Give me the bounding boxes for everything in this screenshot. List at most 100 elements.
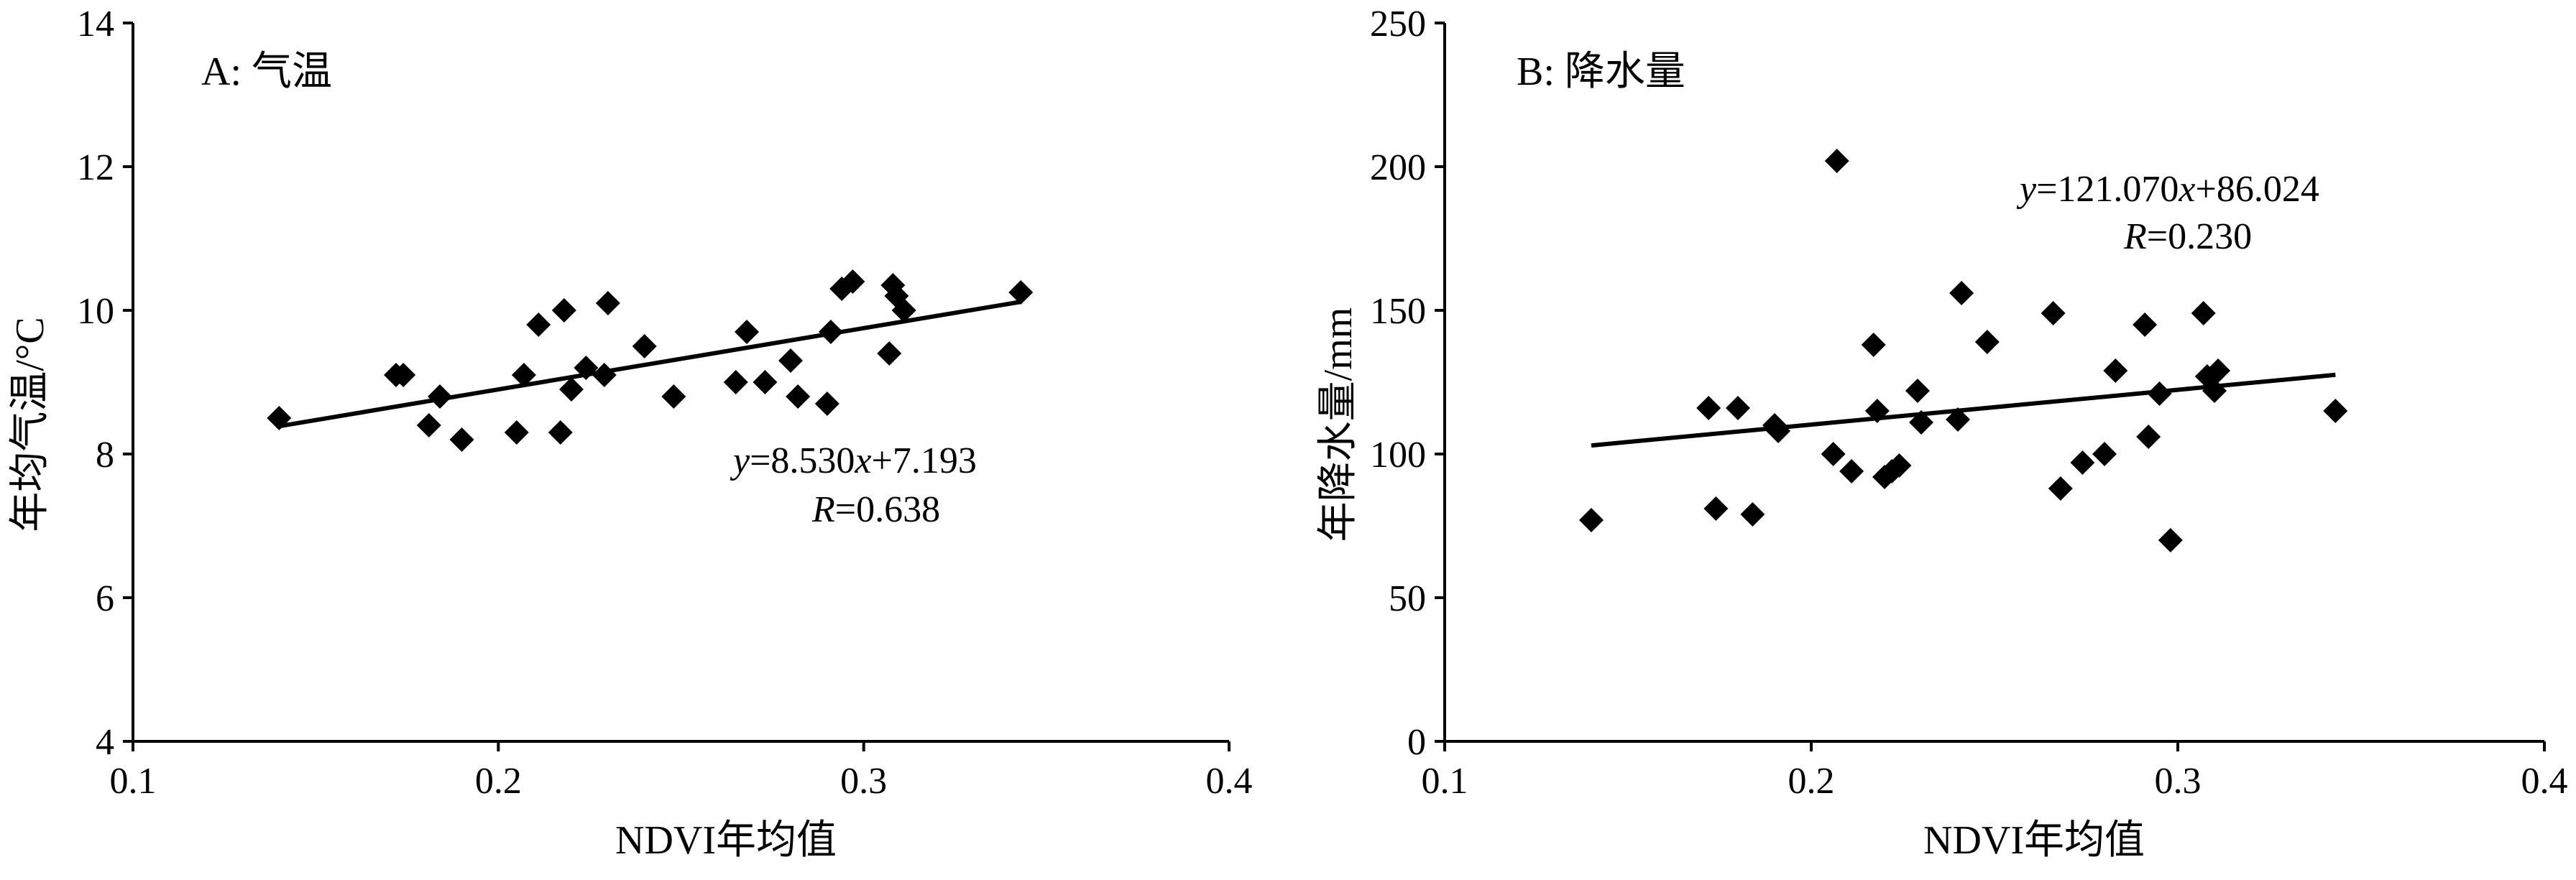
- correlation-coefficient: R=0.230: [2123, 216, 2252, 257]
- data-point: [814, 392, 840, 416]
- data-point: [574, 356, 599, 380]
- r-value: =0.638: [835, 489, 940, 530]
- data-point: [786, 384, 811, 409]
- data-point: [1949, 281, 1974, 305]
- y-tick-label: 6: [96, 578, 114, 619]
- eq-x: x: [2178, 169, 2195, 210]
- data-point: [1839, 459, 1864, 483]
- data-point: [1861, 333, 1886, 357]
- eq-intercept: +86.024: [2196, 169, 2319, 210]
- data-point: [2041, 301, 2066, 325]
- data-point: [526, 312, 551, 337]
- data-point: [449, 427, 474, 452]
- r-symbol: R: [2123, 216, 2147, 257]
- x-tick-label: 0.4: [1206, 761, 1253, 802]
- data-point: [2136, 425, 2161, 449]
- data-point: [2133, 312, 2158, 337]
- regression-equation: y=8.530x+7.193: [730, 440, 977, 481]
- data-point: [2206, 358, 2231, 383]
- correlation-coefficient: R=0.638: [811, 489, 940, 530]
- x-tick-label: 0.1: [110, 761, 157, 802]
- eq-y: y: [2016, 169, 2037, 210]
- r-value: =0.230: [2147, 216, 2252, 257]
- data-point: [428, 384, 452, 409]
- x-tick-label: 0.3: [2155, 761, 2202, 802]
- y-tick-label: 4: [96, 722, 114, 763]
- x-tick-label: 0.1: [1422, 761, 1468, 802]
- data-point: [267, 406, 292, 430]
- data-point: [891, 298, 916, 323]
- data-point: [1008, 280, 1034, 305]
- data-point: [877, 341, 902, 366]
- data-point: [1766, 419, 1791, 443]
- data-point: [735, 320, 759, 344]
- data-point: [632, 334, 657, 358]
- y-tick-label: 100: [1370, 435, 1426, 476]
- data-point: [592, 363, 617, 387]
- data-point: [1696, 396, 1721, 420]
- x-tick-label: 0.2: [1788, 761, 1835, 802]
- y-tick-label: 50: [1389, 578, 1426, 619]
- x-tick-label: 0.3: [840, 761, 887, 802]
- y-tick-label: 12: [77, 147, 114, 188]
- data-point: [1905, 379, 1930, 403]
- data-point: [1974, 330, 2000, 354]
- panel-label: A: 气温: [201, 50, 332, 94]
- data-point: [2158, 528, 2183, 552]
- data-point: [2191, 301, 2216, 325]
- eq-y: y: [730, 440, 750, 481]
- y-tick-label: 14: [77, 4, 114, 45]
- y-tick-label: 10: [77, 291, 114, 332]
- data-point: [595, 291, 620, 315]
- x-axis-title: NDVI年均值: [615, 818, 837, 863]
- data-point: [2070, 450, 2095, 475]
- data-point: [559, 377, 584, 402]
- data-point: [391, 363, 416, 387]
- data-point: [1909, 410, 1933, 435]
- y-axis-title: 年降水量/mm: [1316, 307, 1361, 542]
- data-point: [2103, 358, 2128, 383]
- x-axis-title: NDVI年均值: [1923, 818, 2145, 863]
- panel-label: B: 降水量: [1517, 50, 1685, 94]
- r-symbol: R: [811, 489, 835, 530]
- data-point: [551, 298, 576, 323]
- data-point: [1579, 508, 1604, 532]
- data-point: [1946, 407, 1970, 432]
- data-point: [840, 269, 865, 294]
- data-point: [1864, 399, 1890, 423]
- data-point: [2048, 476, 2073, 501]
- data-point: [1726, 396, 1750, 420]
- regression-line: [278, 300, 1021, 429]
- panel-b-precipitation: B: 降水量 NDVI年均值 年降水量/mm y=121.070x+86.024…: [1316, 4, 2568, 863]
- data-point: [753, 370, 778, 394]
- y-tick-label: 0: [1407, 722, 1426, 763]
- y-tick-label: 250: [1370, 4, 1426, 45]
- data-point: [661, 384, 686, 409]
- data-point: [2202, 379, 2227, 403]
- data-point: [504, 420, 529, 445]
- eq-intercept: +7.193: [872, 440, 977, 481]
- y-tick-label: 150: [1370, 291, 1426, 332]
- eq-x: x: [854, 440, 871, 481]
- data-point: [1740, 502, 1765, 527]
- data-point: [1824, 149, 1849, 173]
- x-tick-label: 0.2: [475, 761, 522, 802]
- y-tick-label: 200: [1370, 147, 1426, 188]
- data-point: [2323, 399, 2348, 423]
- eq-coef: =121.070: [2036, 169, 2179, 210]
- regression-equation: y=121.070x+86.024: [2016, 169, 2319, 210]
- data-point: [723, 370, 748, 394]
- data-point: [416, 413, 441, 437]
- data-point: [2092, 442, 2117, 466]
- panel-a-temperature: A: 气温 NDVI年均值 年均气温/°C y=8.530x+7.193 R=0…: [8, 4, 1253, 863]
- data-point: [2147, 381, 2172, 406]
- data-point: [511, 363, 536, 387]
- eq-coef: =8.530: [750, 440, 855, 481]
- data-point: [1703, 496, 1729, 521]
- data-point: [1887, 453, 1912, 478]
- data-point: [1821, 442, 1846, 466]
- data-point: [548, 420, 573, 445]
- y-axis-title: 年均气温/°C: [8, 317, 52, 532]
